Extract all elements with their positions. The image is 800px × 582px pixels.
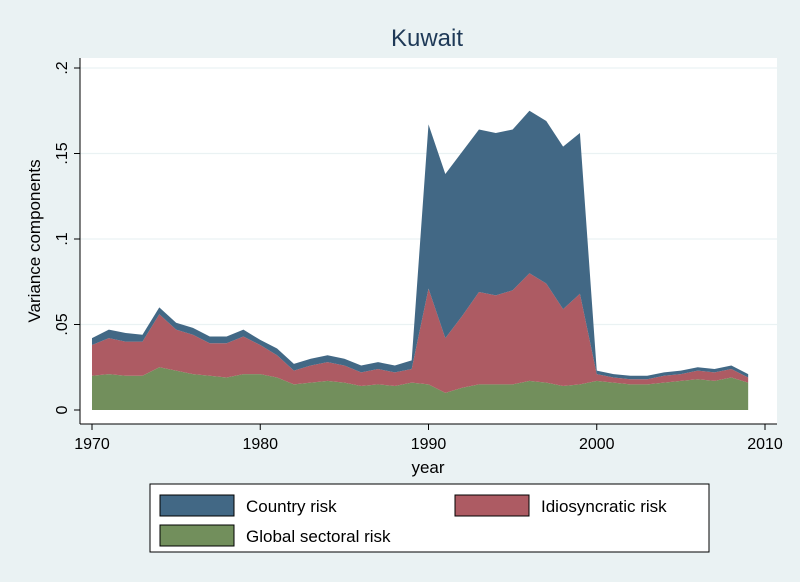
legend-swatch-global-sectoral-risk — [159, 524, 235, 547]
x-tick-label-0: 1970 — [74, 436, 110, 453]
area-global-sectoral-risk — [92, 367, 749, 410]
y-tick-label-3: .15 — [54, 142, 71, 164]
x-axis-label: year — [411, 458, 444, 477]
y-axis-label: Variance components — [25, 159, 44, 322]
x-tick-label-2: 1990 — [411, 436, 447, 453]
y-tick-label-4: .2 — [54, 61, 71, 74]
stacked-areas — [92, 110, 749, 410]
area-idiosyncratic-risk — [92, 273, 749, 393]
area-country-risk — [92, 110, 749, 380]
legend-swatch-country-risk — [159, 494, 235, 517]
x-tick-label-3: 2000 — [579, 436, 615, 453]
legend-label-global-sectoral-risk: Global sectoral risk — [246, 527, 391, 546]
x-axis: 1970 1980 1990 2000 2010 — [74, 423, 783, 453]
x-tick-label-1: 1980 — [242, 436, 278, 453]
legend-label-country-risk: Country risk — [246, 497, 337, 516]
legend-label-idiosyncratic-risk: Idiosyncratic risk — [541, 497, 667, 516]
y-tick-label-2: .1 — [54, 232, 71, 245]
chart-title: Kuwait — [391, 25, 463, 52]
x-tick-label-4: 2010 — [747, 436, 783, 453]
legend-swatch-idiosyncratic-risk — [454, 494, 530, 517]
y-axis: 0 .05 .1 .15 .2 — [54, 58, 81, 424]
y-tick-label-1: .05 — [54, 313, 71, 335]
legend: Country risk Idiosyncratic risk Global sec… — [149, 483, 710, 553]
legend-box — [149, 483, 710, 553]
y-tick-label-0: 0 — [54, 405, 71, 414]
